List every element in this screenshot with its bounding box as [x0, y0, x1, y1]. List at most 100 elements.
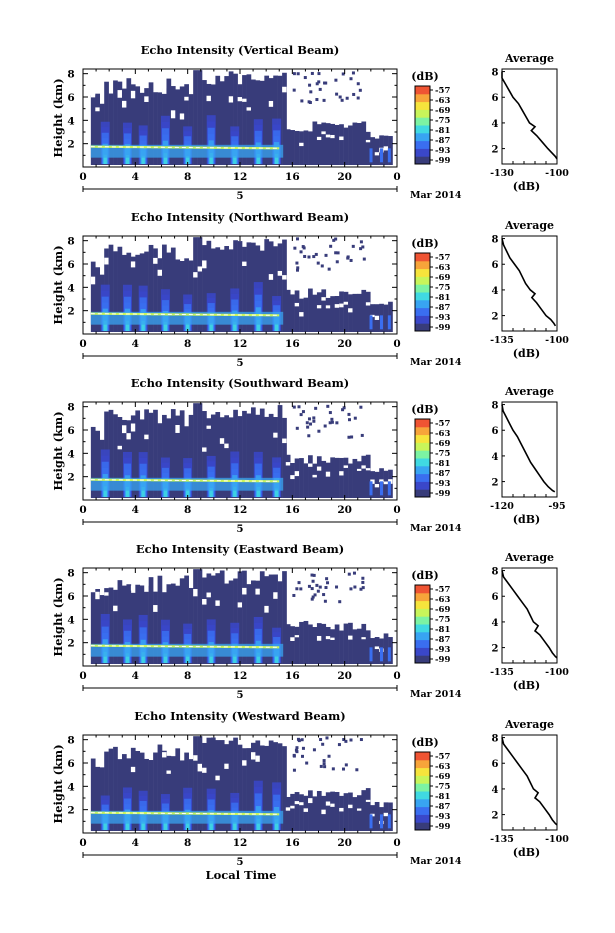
- gap-cell: [130, 585, 136, 591]
- echo-cell: [268, 574, 274, 664]
- echo-cell: [162, 414, 167, 498]
- colorbar: -57-63-69-75-81-87-93-99: [414, 85, 450, 166]
- echo-cell: [335, 421, 339, 425]
- echo-cell: [285, 454, 291, 498]
- gap-cell: [117, 445, 122, 450]
- gap-cell: [361, 637, 366, 640]
- gap-cell: [299, 142, 304, 147]
- echo-cell: [166, 755, 172, 831]
- echo-cell: [310, 573, 314, 577]
- average-title: Average: [504, 718, 554, 731]
- gap-cell: [202, 260, 207, 269]
- average-x-tick-label: -100: [545, 335, 569, 346]
- gap-cell: [316, 635, 322, 641]
- average-y-tick-label: 6: [492, 426, 499, 437]
- echo-cell: [305, 421, 309, 425]
- echo-cell: [343, 793, 349, 831]
- echo-cell: [340, 98, 344, 102]
- echo-cell: [314, 406, 318, 410]
- x-tick-label: 16: [285, 670, 300, 682]
- echo-cell: [148, 577, 154, 664]
- echo-cell: [130, 84, 136, 165]
- gap-cell: [255, 588, 260, 595]
- colorbar-tick-label: -63: [435, 762, 450, 772]
- gap-cell: [197, 763, 203, 772]
- echo-cell: [113, 80, 118, 165]
- gap-cell: [202, 598, 207, 605]
- x-tick-label: 20: [337, 338, 352, 350]
- average-y-tick-label: 2: [492, 145, 499, 156]
- echo-cell: [330, 420, 334, 424]
- colorbar-segment: [415, 450, 430, 459]
- echo-plume: [275, 323, 279, 331]
- average-y-tick-label: 8: [492, 734, 499, 745]
- colorbar-segment: [415, 752, 430, 761]
- echo-cell: [308, 455, 313, 498]
- average-title: Average: [504, 385, 554, 398]
- echo-cell: [157, 258, 163, 332]
- echo-plume: [163, 822, 168, 830]
- average-y-tick-label: 8: [492, 401, 499, 412]
- month-year-label: Mar 2014: [410, 689, 462, 700]
- echo-cell: [228, 580, 234, 664]
- colorbar-tick-label: -87: [435, 635, 450, 645]
- echo-cell: [315, 583, 319, 587]
- echo-cell: [170, 756, 176, 831]
- colorbar-tick-label: -93: [435, 479, 450, 489]
- echo-cell: [197, 569, 203, 664]
- y-tick-label: 6: [67, 758, 74, 770]
- colorbar-segment: [415, 117, 430, 126]
- echo-plume: [125, 154, 130, 164]
- gap-cell: [157, 269, 163, 276]
- x-tick-label: 0: [393, 837, 400, 849]
- echo-cell: [197, 403, 203, 498]
- gap-cell: [242, 98, 247, 102]
- echo-cell: [331, 767, 335, 771]
- echo-cell: [277, 243, 283, 332]
- colorbar-segment: [415, 631, 430, 641]
- echo-cell: [312, 748, 316, 752]
- gap-cell: [290, 637, 295, 642]
- average-y-tick-label: 2: [492, 478, 499, 489]
- echo-cell: [285, 289, 291, 332]
- echo-cell: [224, 76, 230, 165]
- echo-cell: [383, 633, 389, 664]
- echo-cell: [250, 580, 256, 664]
- average-profile-line: [501, 71, 558, 160]
- x-tick-label: 0: [393, 504, 400, 516]
- echo-cell: [282, 72, 287, 165]
- y-tick-label: 6: [67, 92, 74, 104]
- colorbar-segment: [415, 608, 430, 617]
- echo-cell: [246, 748, 252, 831]
- echo-cell: [321, 289, 327, 332]
- echo-cell: [352, 629, 358, 664]
- echo-cell: [335, 585, 339, 589]
- x-tick-label: 20: [337, 171, 352, 183]
- echo-cell: [303, 463, 309, 498]
- heatmap: [90, 237, 393, 332]
- echo-cell: [184, 84, 189, 165]
- echo-cell: [296, 268, 300, 272]
- echo-cell: [250, 407, 256, 498]
- echo-cell: [246, 413, 252, 498]
- colorbar-segment: [415, 315, 430, 324]
- echo-cell: [303, 795, 309, 831]
- echo-cell: [349, 587, 353, 591]
- echo-cell: [219, 740, 225, 831]
- echo-cell: [361, 790, 367, 831]
- echo-cell: [312, 573, 316, 577]
- echo-cell: [361, 580, 365, 584]
- echo-cell: [293, 246, 297, 250]
- gap-cell: [374, 484, 380, 488]
- echo-cell: [250, 79, 256, 165]
- echo-cell: [310, 71, 314, 75]
- echo-cell: [316, 292, 322, 332]
- echo-cell: [295, 750, 299, 754]
- echo-cell: [341, 767, 345, 771]
- panel-title: Echo Intensity (Vertical Beam): [141, 43, 340, 57]
- echo-cell: [113, 746, 118, 831]
- echo-cell: [342, 738, 346, 742]
- colorbar-segment: [415, 600, 430, 609]
- average-x-label: (dB): [513, 513, 540, 526]
